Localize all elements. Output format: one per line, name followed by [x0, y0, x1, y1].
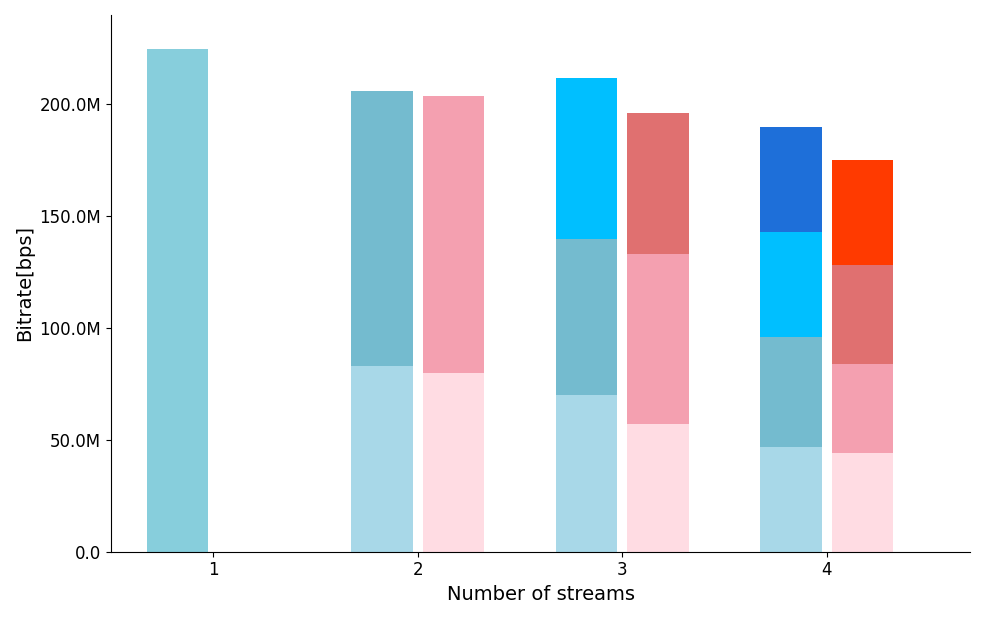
Bar [352, 366, 413, 552]
X-axis label: Number of streams: Number of streams [446, 585, 634, 604]
Bar [423, 95, 485, 373]
Bar [627, 254, 689, 424]
Y-axis label: Bitrate[bps]: Bitrate[bps] [15, 225, 34, 341]
Bar [760, 127, 821, 232]
Bar [760, 232, 821, 337]
Bar [556, 77, 618, 239]
Bar [760, 337, 821, 447]
Bar [556, 239, 618, 395]
Bar [556, 395, 618, 552]
Bar [147, 48, 208, 552]
Bar [832, 364, 893, 453]
Bar [832, 453, 893, 552]
Bar [352, 91, 413, 366]
Bar [423, 373, 485, 552]
Bar [627, 113, 689, 254]
Bar [627, 424, 689, 552]
Bar [832, 266, 893, 364]
Bar [760, 447, 821, 552]
Bar [832, 160, 893, 266]
